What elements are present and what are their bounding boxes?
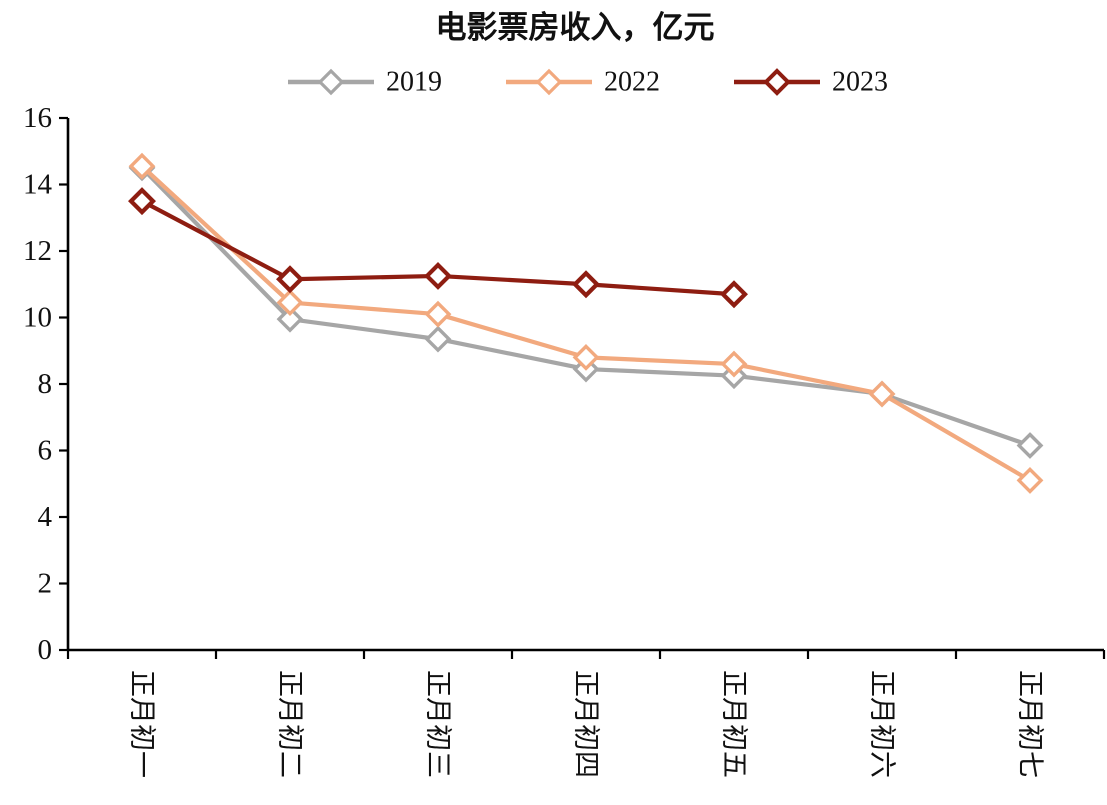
legend-label-2023: 2023 <box>832 67 888 98</box>
x-axis-category-label: 正月初四 <box>571 670 601 778</box>
data-point-marker-2022 <box>276 289 304 316</box>
legend-marker-2023 <box>763 68 791 96</box>
y-axis-tick-label: 12 <box>23 235 52 267</box>
y-axis-tick-label: 8 <box>38 368 53 400</box>
data-point-marker-2019 <box>1016 432 1044 459</box>
data-point-marker-2019 <box>276 305 304 333</box>
series-line-2022 <box>139 164 1033 483</box>
x-axis-category-label: 正月初二 <box>275 670 305 778</box>
data-point-marker-2022 <box>720 350 748 378</box>
legend-item-2023: 2023 <box>734 67 888 98</box>
x-axis-category-label: 正月初六 <box>867 670 897 778</box>
y-axis-tick-label: 10 <box>23 302 52 334</box>
legend-item-2019: 2019 <box>288 67 442 98</box>
legend-marker-2022 <box>535 68 563 96</box>
legend: 2019 2022 2023 <box>288 67 888 98</box>
data-point-marker-2022 <box>1016 467 1044 494</box>
chart-title: 电影票房收入，亿元 <box>436 10 715 45</box>
y-axis-tick-label: 2 <box>38 568 53 600</box>
data-point-marker-2023 <box>276 265 304 294</box>
legend-item-2022: 2022 <box>506 67 660 98</box>
x-axis-category-label: 正月初三 <box>423 670 453 778</box>
data-point-marker-2022 <box>572 343 600 371</box>
legend-marker-2019 <box>317 68 345 96</box>
data-point-marker-2023 <box>424 261 452 290</box>
legend-label-2019: 2019 <box>386 67 442 98</box>
legend-label-2022: 2022 <box>604 67 660 98</box>
data-point-marker-2019 <box>424 325 452 353</box>
plot-area: 0 2 4 6 8 10 12 14 16 正月初一 正月初二 正月初三 正月初四 正月初五 正月初六 正月初… <box>23 102 1106 778</box>
x-axis-category-label: 正月初七 <box>1015 670 1045 778</box>
data-point-marker-2022 <box>868 380 896 408</box>
data-point-marker-2022 <box>128 152 156 180</box>
y-axis-tick-label: 4 <box>38 501 53 533</box>
y-axis-tick-label: 14 <box>23 169 53 201</box>
y-axis-tick-label: 0 <box>38 634 53 666</box>
data-point-marker-2023 <box>720 280 748 309</box>
data-point-marker-2022 <box>424 300 452 328</box>
y-axis-tick-label: 6 <box>38 435 53 467</box>
data-point-marker-2023 <box>572 270 600 299</box>
x-axis-category-label: 正月初一 <box>127 670 157 778</box>
x-axis-category-label: 正月初五 <box>719 670 749 778</box>
data-point-marker-2023 <box>128 187 156 216</box>
y-axis-tick-label: 16 <box>23 102 52 134</box>
